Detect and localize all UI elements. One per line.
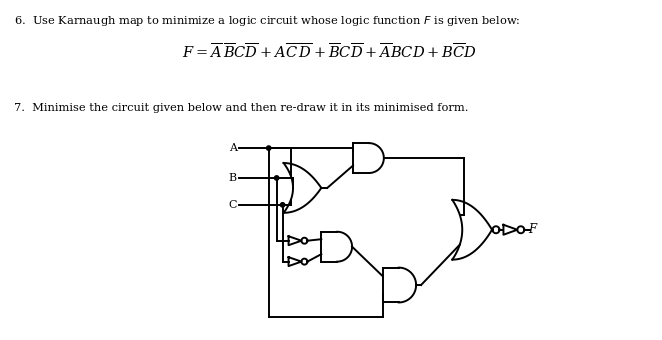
Text: 7.  Minimise the circuit given below and then re-draw it in its minimised form.: 7. Minimise the circuit given below and …	[14, 103, 468, 113]
Text: F: F	[528, 223, 536, 236]
Polygon shape	[267, 146, 271, 150]
Text: C: C	[228, 200, 237, 210]
Text: 6.  Use Karnaugh map to minimize a logic circuit whose logic function $F$ is giv: 6. Use Karnaugh map to minimize a logic …	[14, 14, 520, 28]
Text: A: A	[229, 143, 237, 153]
Text: B: B	[229, 173, 237, 183]
Polygon shape	[281, 203, 285, 207]
Text: $F = \overline{A}\,\overline{B}C\overline{D} + A\overline{C}\,\overline{D} + \ov: $F = \overline{A}\,\overline{B}C\overlin…	[182, 42, 477, 62]
Polygon shape	[275, 176, 279, 180]
